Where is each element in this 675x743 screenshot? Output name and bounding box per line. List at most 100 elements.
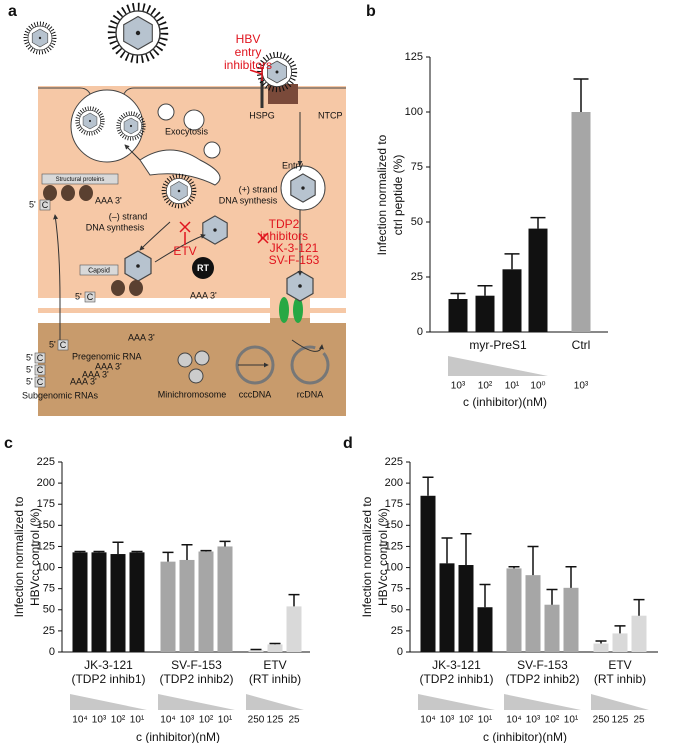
group-label: JK-3-121 [432,658,481,672]
y-tick-label: 200 [385,477,403,489]
label: Entry [282,160,304,170]
dose-label: 10² [199,715,214,726]
bar [612,633,628,652]
label: JK-3-121 [270,241,319,255]
dose-label: 10² [111,715,126,726]
group-label: (TDP2 inhib2) [159,672,233,686]
y-tick-label: 175 [37,498,55,510]
group-label: (RT inhib) [249,672,301,686]
dose-label: 250 [593,715,610,726]
ntcp-receptor [268,84,298,104]
bar [267,644,283,652]
error-bar [112,541,124,555]
label: 5' [75,291,82,301]
error-bar [479,583,491,608]
label: Minichromosome [158,389,227,399]
bar [72,552,88,652]
capsid-box [79,264,119,276]
error-bar [477,285,493,296]
label: AAA 3' [82,369,109,379]
bar [217,546,233,652]
error-bar [74,550,86,553]
dose-label: 10¹ [130,715,145,726]
dose-label: 10³ [526,715,541,726]
error-bar [633,598,645,616]
label: (–) strand [109,211,148,221]
x-axis-label: c (inhibitor)(nM) [136,730,220,743]
dose-wedge [591,694,649,710]
group-label: ETV [263,658,286,672]
cccdna [235,345,275,385]
label: Capsid [88,267,110,274]
bar [458,565,474,652]
y-tick-label: 125 [405,51,423,63]
error-bar [527,545,539,576]
group-label: SV-F-153 [171,658,222,672]
error-bar [530,216,546,229]
bar [563,587,579,652]
label: AAA 3' [95,195,122,205]
vesicle [157,103,175,121]
panel-label: c [4,435,13,452]
vesicle [203,141,221,159]
nuclear-membrane [38,298,346,323]
dose-wedge [158,694,235,710]
label: Subgenomic RNAs [22,390,99,400]
cap-boxes [34,199,96,388]
group-label: (TDP2 inhib1) [71,672,145,686]
group-label: JK-3-121 [84,658,133,672]
label: C [42,200,49,210]
error-bar [162,551,174,562]
error-bar [219,540,231,547]
y-axis-label: HBVcc control (%) [28,508,42,606]
label: 5' [29,199,36,209]
dose-wedge [246,694,304,710]
label: 5' [49,339,56,349]
label: inhibitors [260,229,308,243]
y-tick-label: 225 [37,456,55,468]
label: entry [235,45,262,59]
label: C [37,353,44,363]
y-tick-label: 50 [391,604,403,616]
error-bar [595,640,607,644]
label: SV-F-153 [269,253,320,267]
label: rcDNA [297,389,324,399]
bar [448,299,468,332]
bar [420,495,436,652]
bar [439,563,455,652]
dose-label: 10³ [451,381,466,392]
group-label: Ctrl [572,338,591,352]
y-axis-label: Infection normalized to [12,496,26,617]
panel-label: b [366,3,376,20]
dose-label: 25 [288,715,300,726]
label: AAA 3' [95,361,122,371]
panel-label: a [8,3,17,20]
group-label: (RT inhib) [594,672,646,686]
y-tick-label: 125 [37,540,55,552]
group-label: (TDP2 inhib1) [419,672,493,686]
bar [179,559,195,652]
dose-label: 10⁴ [506,715,521,726]
dose-label: 125 [612,715,629,726]
bar [528,228,548,332]
minichromosome [177,350,210,384]
error-bar [460,533,472,566]
label: ETV [173,244,196,258]
y-tick-label: 75 [411,161,423,173]
structural-proteins-box [41,173,119,185]
error-bar [441,537,453,564]
panel-label: d [343,435,353,452]
label: TDP2 [269,217,300,231]
dose-label: 125 [267,715,284,726]
dose-wedge [448,356,548,376]
error-bar [546,588,558,605]
label: C [37,377,44,387]
ribosomes [43,185,143,296]
label: AAA 3' [70,376,97,386]
error-bar [93,550,105,553]
error-bar [181,544,193,560]
nuclear-pore [293,297,303,323]
nuclear-pore [279,297,289,323]
x-axis-label: c (inhibitor)(nM) [483,730,567,743]
label: 5' [26,376,33,386]
